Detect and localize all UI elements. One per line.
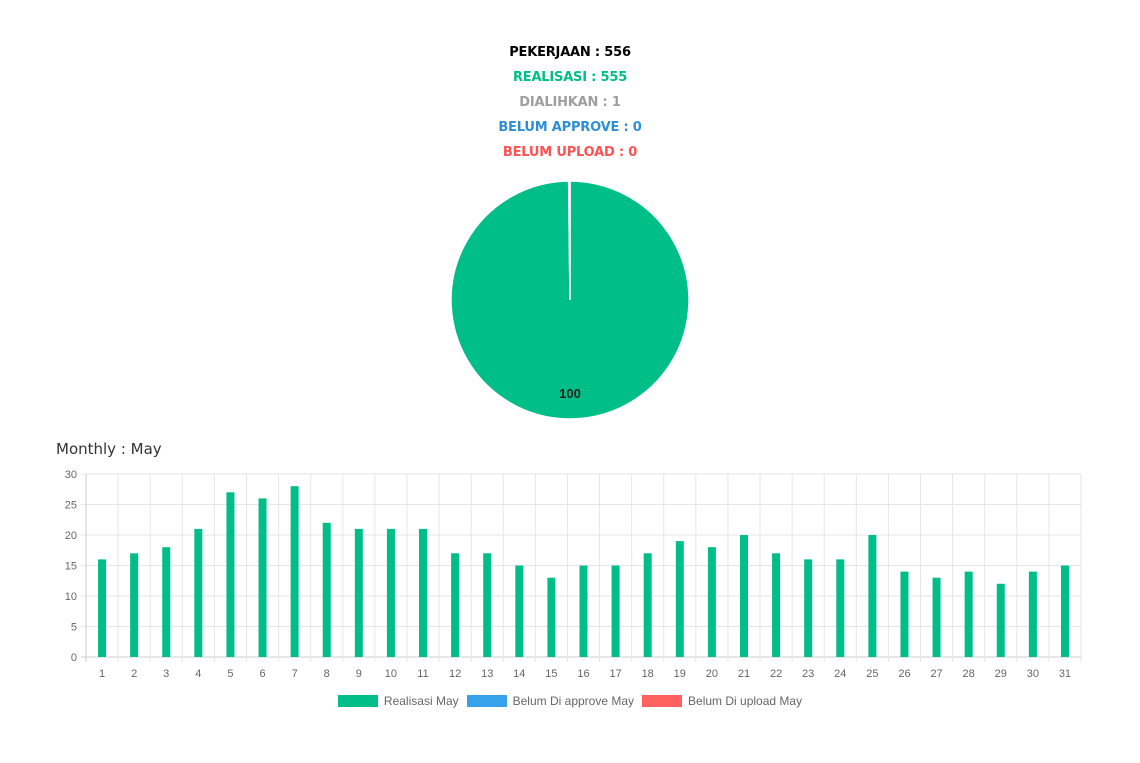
bar-realisasi [194, 528, 203, 657]
x-tick-label: 19 [674, 668, 686, 680]
x-tick-label: 5 [227, 668, 233, 680]
y-tick-label: 0 [71, 652, 77, 664]
x-tick-label: 17 [609, 668, 621, 680]
bar-realisasi [900, 571, 909, 657]
stat-realisasi: REALISASI : 555 [512, 70, 628, 85]
x-tick-label: 3 [163, 668, 169, 680]
pie-chart: 100 [450, 180, 690, 420]
bar-realisasi [1060, 565, 1069, 657]
x-tick-label: 10 [385, 668, 397, 680]
bar-realisasi [451, 553, 460, 657]
y-tick-label: 5 [71, 622, 77, 634]
x-tick-label: 12 [449, 668, 461, 680]
bar-realisasi [707, 547, 716, 657]
bar-realisasi [483, 553, 492, 657]
legend-label-belum-upload: Belum Di upload May [688, 694, 803, 708]
x-tick-label: 1 [99, 668, 105, 680]
stat-belum-upload: BELUM UPLOAD : 0 [502, 145, 638, 160]
bar-realisasi [675, 541, 684, 657]
x-tick-label: 11 [417, 668, 428, 680]
bar-realisasi [130, 553, 139, 657]
x-tick-label: 30 [1027, 668, 1039, 680]
monthly-title: Monthly : May [56, 440, 162, 458]
y-tick-label: 25 [65, 500, 77, 512]
legend-label-realisasi: Realisasi May [383, 694, 459, 708]
x-tick-label: 28 [963, 668, 975, 680]
bar-realisasi [964, 571, 973, 657]
x-tick-label: 22 [770, 668, 782, 680]
y-tick-label: 10 [65, 591, 77, 603]
pie-data-label: 100 [559, 386, 581, 401]
bar-realisasi [804, 559, 813, 657]
bar-realisasi [1028, 571, 1037, 657]
bar-realisasi [386, 528, 395, 657]
legend-item-belum-upload[interactable]: Belum Di upload May [642, 694, 802, 708]
bar-realisasi [739, 535, 748, 657]
bar-realisasi [290, 486, 299, 657]
x-tick-label: 31 [1059, 668, 1071, 680]
legend-item-belum-approve[interactable]: Belum Di approve May [466, 694, 635, 708]
bar-realisasi [547, 577, 556, 657]
x-tick-label: 13 [481, 668, 493, 680]
bar-realisasi [515, 565, 524, 657]
bar-realisasi [162, 547, 171, 657]
pie-slice-dialihkan [567, 180, 571, 301]
x-tick-label: 20 [706, 668, 718, 680]
bar-realisasi [419, 528, 428, 657]
legend-swatch-belum-approve [466, 695, 507, 707]
bar-realisasi [932, 577, 941, 657]
legend-swatch-realisasi [337, 695, 378, 707]
bar-realisasi [643, 553, 652, 657]
x-tick-label: 15 [545, 668, 557, 680]
x-tick-label: 2 [131, 668, 137, 680]
x-tick-label: 27 [930, 668, 942, 680]
x-tick-label: 4 [195, 668, 201, 680]
x-tick-label: 9 [356, 668, 362, 680]
x-tick-label: 18 [642, 668, 654, 680]
legend-swatch-belum-upload [642, 695, 683, 707]
stat-belum-approve: BELUM APPROVE : 0 [498, 120, 642, 135]
stat-dialihkan: DIALIHKAN : 1 [519, 95, 621, 110]
x-tick-label: 8 [324, 668, 330, 680]
bar-realisasi [836, 559, 845, 657]
x-tick-label: 7 [292, 668, 298, 680]
x-tick-label: 14 [513, 668, 525, 680]
y-tick-label: 15 [65, 561, 77, 573]
y-tick-label: 20 [65, 530, 77, 542]
x-tick-label: 25 [866, 668, 878, 680]
bar-realisasi [611, 565, 620, 657]
bar-realisasi [772, 553, 781, 657]
bar-realisasi [354, 528, 363, 657]
bar-realisasi [226, 492, 235, 657]
x-tick-label: 29 [995, 668, 1007, 680]
x-tick-label: 16 [577, 668, 589, 680]
bar-realisasi [996, 583, 1005, 657]
legend-label-belum-approve: Belum Di approve May [512, 694, 635, 708]
x-tick-label: 6 [259, 668, 265, 680]
summary-stats: PEKERJAAN : 556 REALISASI : 555 DIALIHKA… [0, 40, 1140, 165]
x-tick-label: 26 [898, 668, 910, 680]
legend-item-realisasi[interactable]: Realisasi May [337, 694, 459, 708]
bar-realisasi [98, 559, 107, 657]
y-tick-label: 30 [65, 469, 77, 481]
x-tick-label: 21 [738, 668, 750, 680]
bar-realisasi [868, 535, 877, 657]
x-tick-label: 23 [802, 668, 814, 680]
bar-realisasi [258, 498, 267, 657]
chart-legend: Realisasi May Belum Di approve May Belum… [0, 694, 1140, 708]
stat-pekerjaan: PEKERJAAN : 556 [509, 45, 631, 60]
bar-realisasi [579, 565, 588, 657]
x-tick-label: 24 [834, 668, 846, 680]
bar-realisasi [322, 522, 331, 657]
